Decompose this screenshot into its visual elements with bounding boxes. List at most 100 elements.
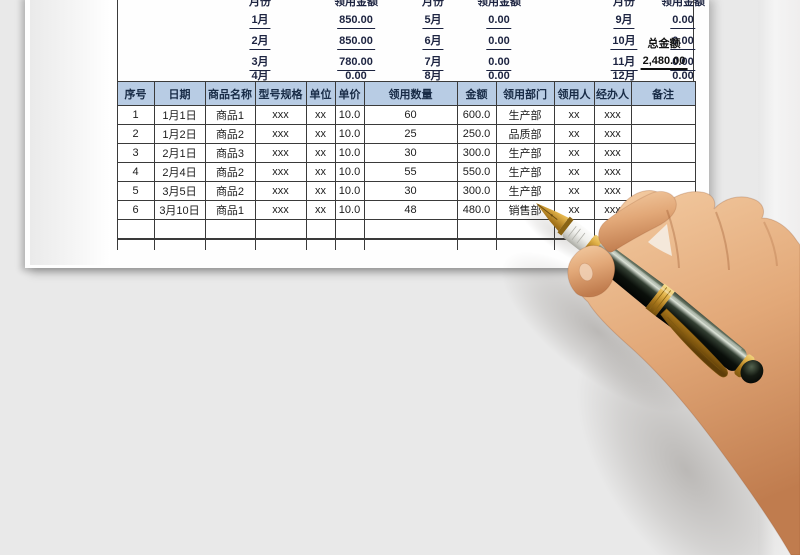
table-cell[interactable]: 生产部	[495, 105, 555, 125]
table-cell[interactable]: 600.0	[456, 105, 497, 125]
table-cell[interactable]: 商品2	[204, 124, 256, 144]
table-cell[interactable]: 3月10日	[153, 200, 206, 220]
table-cell[interactable]: 4	[116, 162, 155, 182]
table-cell[interactable]: 10.0	[334, 105, 365, 125]
summary-month-cell[interactable]: 2月	[249, 35, 271, 50]
table-cell[interactable]: xxx	[254, 181, 307, 201]
table-cell[interactable]: 60	[363, 105, 458, 125]
table-cell[interactable]: 5	[116, 181, 155, 201]
table-cell[interactable]: 生产部	[495, 162, 555, 182]
table-cell[interactable]: 商品2	[204, 162, 256, 182]
table-cell[interactable]: 30	[363, 143, 458, 163]
table-cell[interactable]	[456, 238, 497, 250]
summary-amount-cell[interactable]: 850.00	[337, 14, 375, 29]
table-cell[interactable]: 1月1日	[153, 105, 206, 125]
table-cell[interactable]	[116, 219, 155, 240]
table-cell[interactable]: 55	[363, 162, 458, 182]
table-cell[interactable]: 10.0	[334, 124, 365, 144]
summary-month-cell[interactable]: 7月	[422, 56, 444, 71]
table-cell[interactable]: xx	[305, 124, 336, 144]
table-cell[interactable]: 2	[116, 124, 155, 144]
table-cell[interactable]: xxx	[593, 181, 632, 201]
table-cell[interactable]	[630, 143, 696, 163]
header-cell[interactable]: 序号	[116, 81, 155, 106]
table-cell[interactable]: xxx	[254, 200, 307, 220]
table-cell[interactable]: 10.0	[334, 181, 365, 201]
summary-amount-cell[interactable]: 850.00	[337, 35, 375, 50]
summary-month-cell[interactable]: 3月	[249, 56, 271, 71]
table-cell[interactable]: xx	[553, 181, 595, 201]
table-cell[interactable]	[630, 181, 696, 201]
table-cell[interactable]: 销售部	[495, 200, 555, 220]
table-cell[interactable]: 250.0	[456, 124, 497, 144]
table-cell[interactable]: xx	[305, 200, 336, 220]
summary-month-cell[interactable]: 6月	[422, 35, 444, 50]
header-cell[interactable]: 领用数量	[363, 81, 458, 106]
table-cell[interactable]: 2月4日	[153, 162, 206, 182]
header-cell[interactable]: 型号规格	[254, 81, 307, 106]
table-cell[interactable]: 550.0	[456, 162, 497, 182]
table-cell[interactable]: xx	[305, 162, 336, 182]
table-cell[interactable]: xxx	[593, 124, 632, 144]
table-cell[interactable]: 25	[363, 124, 458, 144]
table-cell[interactable]	[553, 238, 595, 250]
table-cell[interactable]	[495, 219, 555, 240]
table-cell[interactable]: xxx	[254, 124, 307, 144]
summary-amount-cell[interactable]: 780.00	[337, 56, 375, 71]
table-cell[interactable]: 30	[363, 181, 458, 201]
table-cell[interactable]: 480.0	[456, 200, 497, 220]
summary-amount-cell[interactable]: 0.00	[670, 14, 696, 29]
header-cell[interactable]: 日期	[153, 81, 206, 106]
table-cell[interactable]: 2月1日	[153, 143, 206, 163]
table-cell[interactable]: 48	[363, 200, 458, 220]
table-cell[interactable]	[495, 238, 555, 250]
table-cell[interactable]: 10.0	[334, 200, 365, 220]
table-cell[interactable]: 6	[116, 200, 155, 220]
table-cell[interactable]	[363, 219, 458, 240]
summary-amount-cell[interactable]: 0.00	[486, 14, 512, 29]
header-cell[interactable]: 备注	[630, 81, 696, 106]
table-cell[interactable]: xxx	[593, 162, 632, 182]
table-cell[interactable]	[630, 124, 696, 144]
table-cell[interactable]: xx	[553, 143, 595, 163]
table-cell[interactable]	[204, 238, 256, 250]
table-cell[interactable]	[305, 238, 336, 250]
table-cell[interactable]: xx	[553, 124, 595, 144]
header-cell[interactable]: 金额	[456, 81, 497, 106]
table-cell[interactable]	[630, 219, 696, 240]
table-cell[interactable]: xxx	[254, 105, 307, 125]
table-cell[interactable]: xxx	[593, 105, 632, 125]
table-cell[interactable]: xxx	[593, 143, 632, 163]
table-cell[interactable]: xx	[553, 162, 595, 182]
table-cell[interactable]: 300.0	[456, 143, 497, 163]
table-cell[interactable]	[153, 219, 206, 240]
table-cell[interactable]: 品质部	[495, 124, 555, 144]
table-cell[interactable]: 1月2日	[153, 124, 206, 144]
table-cell[interactable]: xxx	[593, 200, 632, 220]
table-cell[interactable]	[630, 200, 696, 220]
table-cell[interactable]	[630, 238, 696, 250]
header-cell[interactable]: 经办人	[593, 81, 632, 106]
summary-month-cell[interactable]: 5月	[422, 14, 444, 29]
summary-amount-cell[interactable]: 0.00	[486, 56, 512, 71]
table-cell[interactable]	[254, 238, 307, 250]
table-cell[interactable]	[593, 238, 632, 250]
summary-month-cell[interactable]: 1月	[249, 14, 271, 29]
header-cell[interactable]: 领用部门	[495, 81, 555, 106]
table-cell[interactable]	[334, 219, 365, 240]
summary-amount-cell[interactable]: 0.00	[670, 56, 696, 71]
table-cell[interactable]	[456, 219, 497, 240]
header-cell[interactable]: 单价	[334, 81, 365, 106]
table-cell[interactable]: 3	[116, 143, 155, 163]
header-cell[interactable]: 领用人	[553, 81, 595, 106]
table-cell[interactable]	[254, 219, 307, 240]
table-cell[interactable]: xx	[553, 105, 595, 125]
summary-month-cell[interactable]: 10月	[610, 35, 638, 50]
table-cell[interactable]: 1	[116, 105, 155, 125]
summary-month-cell[interactable]: 11月	[610, 56, 638, 71]
table-cell[interactable]: 300.0	[456, 181, 497, 201]
header-cell[interactable]: 商品名称	[204, 81, 256, 106]
table-cell[interactable]: 商品2	[204, 181, 256, 201]
table-cell[interactable]	[204, 219, 256, 240]
table-cell[interactable]: xx	[305, 181, 336, 201]
